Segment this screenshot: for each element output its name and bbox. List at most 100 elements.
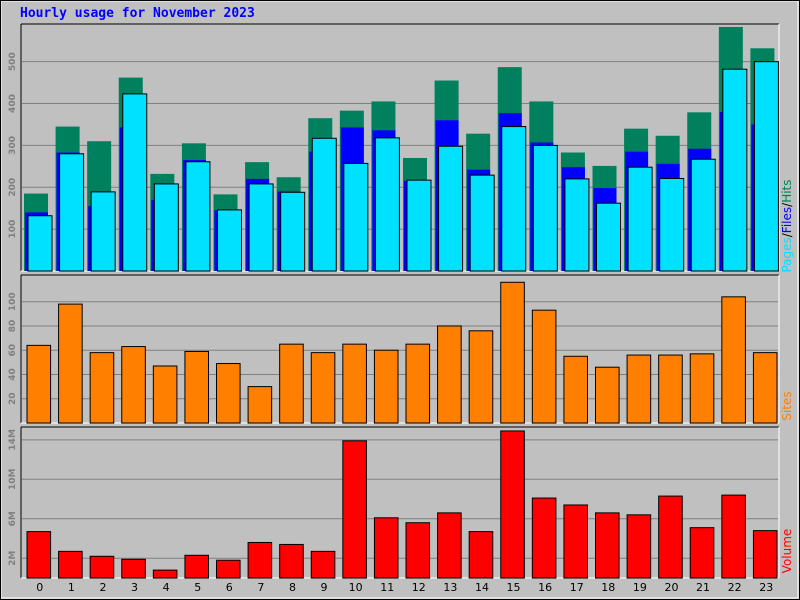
legend-pages-files-hits: Pages/Files/Hits	[780, 179, 794, 272]
volume-bar	[89, 555, 115, 579]
sites-bar	[658, 354, 683, 424]
sites-bar	[500, 281, 525, 424]
x-tick-label: 22	[728, 581, 742, 594]
x-tick-label: 11	[380, 581, 394, 594]
y-tick-label: 80	[8, 320, 18, 333]
sites-bar	[689, 353, 715, 424]
chart-title: Hourly usage for November 2023	[20, 6, 255, 21]
x-tick-label: 15	[507, 581, 521, 594]
x-tick-label: 18	[601, 581, 615, 594]
pages-bar	[90, 191, 116, 272]
sites-bar	[531, 309, 557, 424]
sites-bar	[247, 386, 273, 424]
sites-bar	[152, 365, 178, 424]
pages-bar	[311, 137, 337, 272]
y-tick-label: 6M	[8, 511, 18, 526]
y-tick-label: 40	[8, 368, 18, 381]
legend-part: /	[780, 202, 794, 207]
pages-bar	[406, 179, 432, 272]
volume-bar	[563, 504, 589, 579]
volume-bar	[121, 558, 146, 579]
pages-bar	[722, 68, 748, 272]
pages-bar	[280, 191, 306, 272]
pages-bar	[690, 158, 716, 272]
volume-bar	[247, 541, 273, 579]
pages-bar	[753, 61, 779, 272]
pages-bar	[217, 209, 242, 272]
sites-bar	[58, 303, 83, 424]
sites-bar	[563, 355, 589, 424]
x-tick-label: 10	[349, 581, 363, 594]
sites-bar	[468, 330, 494, 424]
legend-sites: Sites	[780, 391, 794, 420]
pages-bar	[469, 174, 495, 272]
volume-bar	[468, 531, 494, 579]
x-tick-label: 19	[633, 581, 647, 594]
x-tick-label: 23	[759, 581, 773, 594]
x-tick-label: 12	[412, 581, 426, 594]
volume-bar	[500, 430, 525, 579]
sites-bar	[310, 352, 336, 424]
x-tick-label: 9	[321, 581, 328, 594]
sites-bar	[373, 349, 399, 424]
volume-bar	[373, 517, 399, 579]
pages-bar	[27, 215, 53, 272]
volume-bar	[310, 550, 336, 579]
pages-bar	[627, 166, 653, 272]
pages-bar	[153, 183, 179, 272]
x-tick-label: 20	[664, 581, 678, 594]
pages-bar	[374, 137, 400, 272]
sites-bar	[89, 352, 115, 424]
x-tick-label: 16	[538, 581, 552, 594]
volume-bar	[752, 530, 778, 579]
sites-bar	[279, 343, 304, 424]
x-tick-label: 0	[36, 581, 43, 594]
y-tick-label: 14M	[8, 429, 18, 451]
sites-bar	[184, 350, 210, 424]
legend-part: Files	[780, 207, 794, 233]
pages-bar	[596, 202, 621, 272]
volume-bar	[689, 527, 715, 579]
x-tick-label: 6	[226, 581, 233, 594]
y-tick-label: 20	[8, 392, 18, 405]
y-tick-label: 2M	[8, 551, 18, 566]
x-tick-label: 7	[257, 581, 264, 594]
volume-bar	[626, 514, 652, 579]
sites-bar	[595, 366, 620, 424]
volume-bar	[437, 512, 462, 579]
volume-bar	[595, 512, 620, 579]
pages-bar	[185, 161, 211, 272]
y-tick-label: 100	[8, 292, 18, 311]
pages-bar	[532, 144, 558, 272]
sites-bar	[721, 296, 746, 424]
volume-bar	[279, 543, 304, 579]
volume-bar	[152, 569, 178, 579]
x-tick-label: 14	[475, 581, 489, 594]
volume-bar	[216, 559, 241, 579]
pages-bar	[659, 177, 685, 272]
sites-bar	[752, 352, 778, 424]
volume-bar	[184, 554, 210, 579]
sites-bar	[342, 343, 367, 424]
sites-bar	[405, 343, 431, 424]
y-tick-label: 400	[8, 94, 18, 113]
volume-bar	[721, 494, 746, 579]
pages-bar	[501, 126, 527, 272]
legend-part: /	[780, 232, 794, 237]
x-tick-label: 17	[570, 581, 584, 594]
x-tick-label: 13	[443, 581, 457, 594]
pages-bar	[343, 162, 369, 272]
y-tick-label: 200	[8, 178, 18, 197]
x-tick-label: 21	[696, 581, 710, 594]
legend-part: Pages	[780, 237, 794, 272]
x-tick-label: 8	[289, 581, 296, 594]
pages-bar	[248, 183, 274, 272]
pages-bar	[438, 145, 464, 272]
sites-bar	[626, 354, 652, 424]
volume-bar	[405, 522, 431, 579]
y-tick-label: 60	[8, 344, 18, 357]
volume-bar	[342, 440, 367, 579]
x-tick-label: 2	[99, 581, 106, 594]
